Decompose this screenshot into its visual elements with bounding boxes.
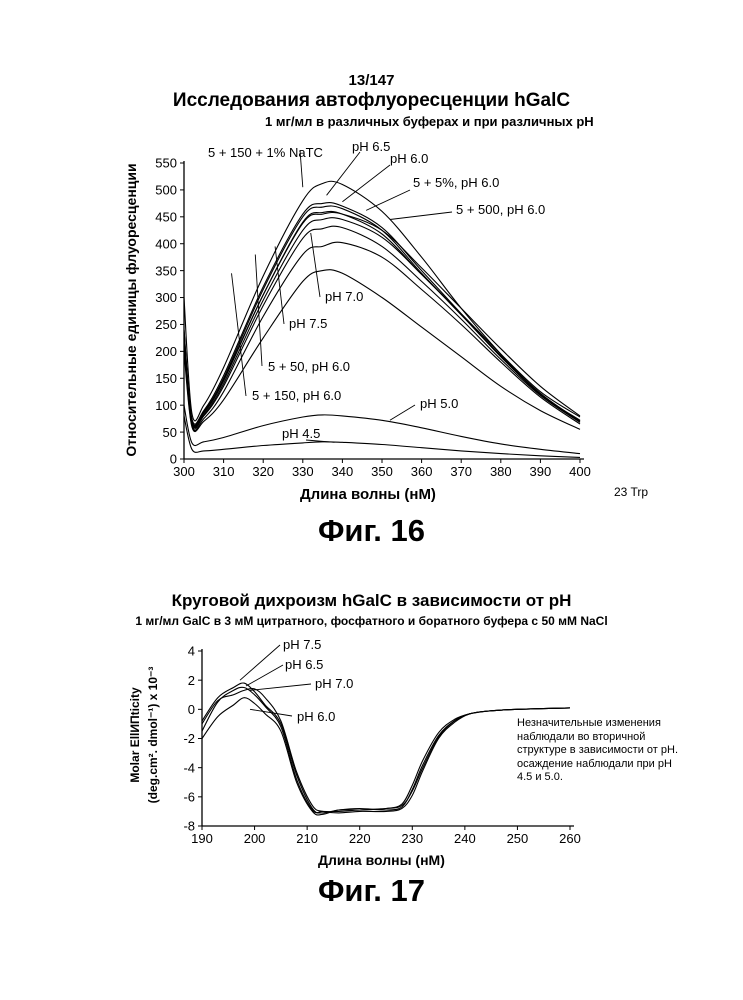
fig16-y-tick-label: 100 — [155, 398, 177, 413]
fig16-y-tick-label: 550 — [155, 156, 177, 171]
fig17-x-tick-label: 250 — [507, 831, 529, 846]
fig16-series-line — [184, 405, 580, 453]
fig17-x-tick-label: 210 — [296, 831, 318, 846]
fig17-y-tick-label: 4 — [188, 644, 195, 659]
fig17-x-tick-label: 200 — [244, 831, 266, 846]
fig16-y-tick-label: 50 — [163, 425, 177, 440]
fig16-label-leader — [327, 152, 360, 195]
fig16-x-tick-label: 350 — [371, 464, 393, 479]
fig16-label-leader — [366, 190, 410, 210]
fig16-series-label: 5 + 150, pH 6.0 — [252, 388, 341, 403]
fig17-y-tick-label: -8 — [183, 819, 195, 834]
fig17-y-tick-label: 2 — [188, 673, 195, 688]
fig17-x-axis-label: Длина волны (нМ) — [318, 852, 445, 868]
fig16-y-tick-label: 500 — [155, 183, 177, 198]
fig17-x-tick-label: 220 — [349, 831, 371, 846]
fig16-y-tick-label: 150 — [155, 371, 177, 386]
fig16-series-line — [184, 181, 580, 421]
fig16-x-tick-label: 310 — [213, 464, 235, 479]
fig16-series-label: pH 6.0 — [390, 151, 428, 166]
fig16-x-tick-label: 340 — [332, 464, 354, 479]
fig17-subtitle: 1 мг/мл GalC в 3 мМ цитратного, фосфатно… — [0, 614, 743, 628]
fig16-x-tick-label: 390 — [530, 464, 552, 479]
fig16-x-tick-label: 370 — [450, 464, 472, 479]
fig16-y-tick-label: 0 — [170, 452, 177, 467]
fig17-series-label: pH 6.0 — [297, 709, 335, 724]
fig16-x-tick-label: 360 — [411, 464, 433, 479]
fig16-series-label: 5 + 5%, pH 6.0 — [413, 175, 499, 190]
fig17-x-tick-label: 260 — [559, 831, 581, 846]
fig16-series-line — [184, 203, 580, 425]
fig17-caption: Фиг. 17 — [0, 873, 743, 909]
fig17-note: Незначительные изменения наблюдали во вт… — [517, 717, 687, 785]
fig16-y-tick-label: 200 — [155, 344, 177, 359]
fig17-series-line — [202, 683, 570, 813]
fig16-series-line — [184, 212, 580, 425]
fig17-y-tick-label: -2 — [183, 731, 195, 746]
fig17-y-axis-label: Molar EllИПticity (deg.cm². dmol⁻¹) x 10… — [125, 640, 165, 830]
fig16-series-label: 5 + 500, pH 6.0 — [456, 202, 545, 217]
fig17-y-tick-label: -4 — [183, 760, 195, 775]
fig16-x-axis-label: Длина волны (нМ) — [300, 486, 436, 503]
fig16-y-tick-label: 350 — [155, 263, 177, 278]
fig17-x-tick-label: 230 — [401, 831, 423, 846]
fig17-label-leader — [250, 684, 311, 690]
fig17-label-leader — [246, 665, 283, 686]
fig16-note: 23 Trp — [614, 485, 648, 499]
fig16-series-label: 5 + 50, pH 6.0 — [268, 359, 350, 374]
fig16-series-line — [184, 206, 580, 425]
fig16-label-leader — [390, 405, 415, 420]
fig16-series-label: pH 4.5 — [282, 426, 320, 441]
fig17-series-label: pH 6.5 — [285, 657, 323, 672]
fig17-series-label: pH 7.0 — [315, 676, 353, 691]
fig16-y-tick-label: 250 — [155, 317, 177, 332]
fig17-series-line — [202, 688, 570, 812]
fig16-x-tick-label: 400 — [569, 464, 591, 479]
fig16-series-label: pH 5.0 — [420, 396, 458, 411]
fig16-series-line — [184, 270, 580, 432]
fig17-y-axis-label-line1: Molar EllИПticity — [128, 687, 142, 782]
fig17-y-tick-label: -6 — [183, 790, 195, 805]
fig16-label-leader — [311, 233, 320, 297]
fig16-y-tick-label: 450 — [155, 209, 177, 224]
fig16-series-line — [184, 416, 580, 458]
fig16-series-label: pH 6.5 — [352, 139, 390, 154]
fig16-series-line — [184, 218, 580, 428]
fig16-series-label: pH 7.0 — [325, 289, 363, 304]
fig16-caption: Фиг. 16 — [0, 513, 743, 549]
fig16-x-tick-label: 380 — [490, 464, 512, 479]
fig16-x-tick-label: 330 — [292, 464, 314, 479]
fig16-label-leader — [342, 165, 390, 202]
fig16-label-leader — [390, 212, 452, 220]
fig16-series-label: pH 7.5 — [289, 316, 327, 331]
fig16-y-tick-label: 300 — [155, 290, 177, 305]
fig16-x-tick-label: 320 — [252, 464, 274, 479]
fig17-series-line — [202, 698, 570, 815]
fig17-x-tick-label: 240 — [454, 831, 476, 846]
fig17-y-tick-label: 0 — [188, 702, 195, 717]
fig16-series-line — [184, 211, 580, 426]
fig17-series-label: pH 7.5 — [283, 637, 321, 652]
fig16-y-tick-label: 400 — [155, 236, 177, 251]
fig17-y-axis-label-line2: (deg.cm². dmol⁻¹) x 10⁻³ — [146, 667, 160, 804]
fig17-title: Круговой дихроизм hGalC в зависимости от… — [0, 591, 743, 611]
fig17-label-leader — [240, 645, 280, 680]
fig16-series-label: 5 + 150 + 1% NaTC — [208, 145, 323, 160]
